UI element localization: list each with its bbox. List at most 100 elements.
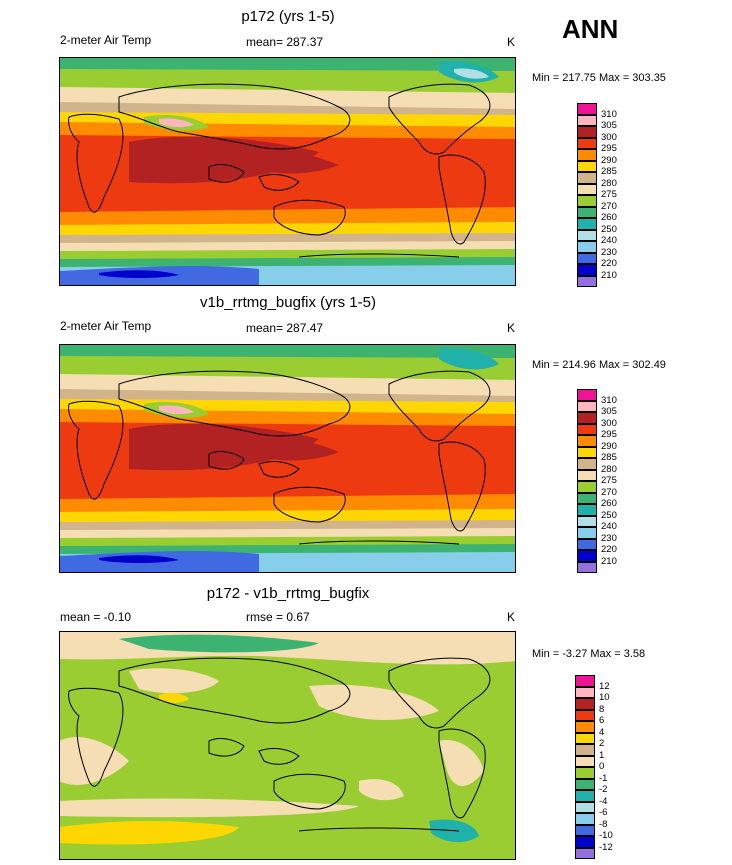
colorbar-tick-label: 8 [599,703,605,715]
colorbar-swatch [577,504,597,516]
colorbar-tick-label: 210 [601,269,617,281]
colorbar-tick-label: 290 [601,440,617,452]
colorbar-swatch [577,264,597,276]
colorbar-swatch [575,686,595,698]
colorbar-swatch [575,813,595,825]
colorbar-tick-label: 270 [601,486,617,498]
colorbar-tick-label: 305 [601,406,617,417]
colorbar-tick-label: 275 [601,475,617,486]
season-label: ANN [562,14,619,44]
colorbar-swatch [577,389,597,401]
colorbar-tick-label: 240 [601,521,617,532]
panel3-rmse-label: rmse = 0.67 [246,610,310,624]
colorbar-tick-label: 290 [601,154,617,166]
colorbar-swatch [577,241,597,253]
colorbar-tick-label: -6 [599,807,608,818]
colorbar-swatch [577,446,597,458]
colorbar-tick-label: 250 [601,509,617,521]
colorbar-tick-label: 295 [601,143,617,154]
colorbar-swatch [577,400,597,412]
panel2-mean-label: mean= 287.47 [246,321,324,335]
colorbar-swatch [577,218,597,230]
colorbar-swatch [577,126,597,138]
colorbar-swatch [575,709,595,721]
colorbar-swatch [575,732,595,744]
panel2-variable-label: 2-meter Air Temp [60,319,152,333]
colorbar-swatch [577,149,597,161]
panel1-units-label: K [507,35,516,49]
panel3-units-label: K [507,610,516,624]
colorbar-tick-label: 6 [599,715,605,726]
colorbar-swatch [577,195,597,207]
colorbar-swatch [575,836,595,848]
colorbar-swatch [575,721,595,733]
colorbar-swatch [577,137,597,149]
colorbar-tick-label: 280 [601,463,617,475]
colorbar-swatch [577,183,597,195]
panel2-minmax-label: Min = 214.96 Max = 302.49 [532,359,666,371]
colorbar-swatch [577,252,597,264]
colorbar-swatch [577,515,597,527]
colorbar-swatch [577,423,597,435]
panel2-frame [59,344,516,573]
panel1-title: p172 (yrs 1-5) [241,8,335,25]
colorbar-tick-label: 250 [601,223,617,235]
colorbar-tick-label: 4 [599,726,605,738]
panel1-frame [59,57,516,286]
colorbar-tick-label: -2 [599,784,608,795]
colorbar-tick-label: 0 [599,761,605,772]
colorbar-tick-label: 300 [601,417,617,429]
colorbar-tick-label: 210 [601,555,617,567]
colorbar-swatch [577,469,597,481]
colorbar-tick-label: 1 [599,749,605,761]
colorbar-swatch [575,778,595,790]
panel2-map [59,344,516,573]
colorbar-swatch [577,481,597,493]
colorbar-swatch [577,527,597,539]
panel1-map [59,57,516,286]
panel1-variable-label: 2-meter Air Temp [60,33,152,47]
colorbar-swatch [575,744,595,756]
colorbar-tick-label: 310 [601,108,617,120]
colorbar-swatch [577,550,597,562]
panel3-title: p172 - v1b_rrtmg_bugfix [206,585,370,602]
colorbar-tick-label: -4 [599,795,608,807]
colorbar-tick-label: 275 [601,189,617,200]
colorbar-swatch [577,103,597,115]
colorbar-tick-label: 240 [601,235,617,246]
colorbar-swatch [577,160,597,172]
colorbar-swatch [577,275,597,287]
colorbar-tick-label: 285 [601,166,617,177]
panel3-mean-label: mean = -0.10 [60,610,132,624]
panel3-minmax-label: Min = -3.27 Max = 3.58 [532,648,646,660]
panel1-minmax-label: Min = 217.75 Max = 303.35 [532,72,666,84]
colorbar-tick-label: 295 [601,429,617,440]
colorbar-swatch [577,412,597,424]
colorbar-swatch [577,458,597,470]
panel2-units-label: K [507,321,516,335]
colorbar-tick-label: 310 [601,394,617,406]
colorbar-tick-label: 280 [601,177,617,189]
colorbar-tick-label: 2 [599,738,605,749]
colorbar-swatch [575,824,595,836]
colorbar-tick-label: 230 [601,246,617,258]
colorbar-tick-label: 285 [601,452,617,463]
colorbar-tick-label: 220 [601,258,617,269]
colorbar-swatch [577,492,597,504]
colorbar-tick-label: 305 [601,120,617,131]
colorbar-swatch [577,229,597,241]
colorbar-swatch [577,206,597,218]
panel1-mean-label: mean= 287.37 [246,35,324,49]
colorbar-tick-label: 300 [601,131,617,143]
colorbar-tick-label: -1 [599,772,608,784]
panel3-map [59,631,516,860]
colorbar-tick-label: 10 [599,692,610,703]
colorbar-swatch [575,847,595,859]
colorbar-tick-label: -12 [599,841,613,853]
colorbar-swatch [577,435,597,447]
colorbar-swatch [577,561,597,573]
colorbar-tick-label: -8 [599,818,608,830]
colorbar-swatch [575,698,595,710]
panel2-title: v1b_rrtmg_bugfix (yrs 1-5) [200,294,376,311]
colorbar-swatch [575,767,595,779]
